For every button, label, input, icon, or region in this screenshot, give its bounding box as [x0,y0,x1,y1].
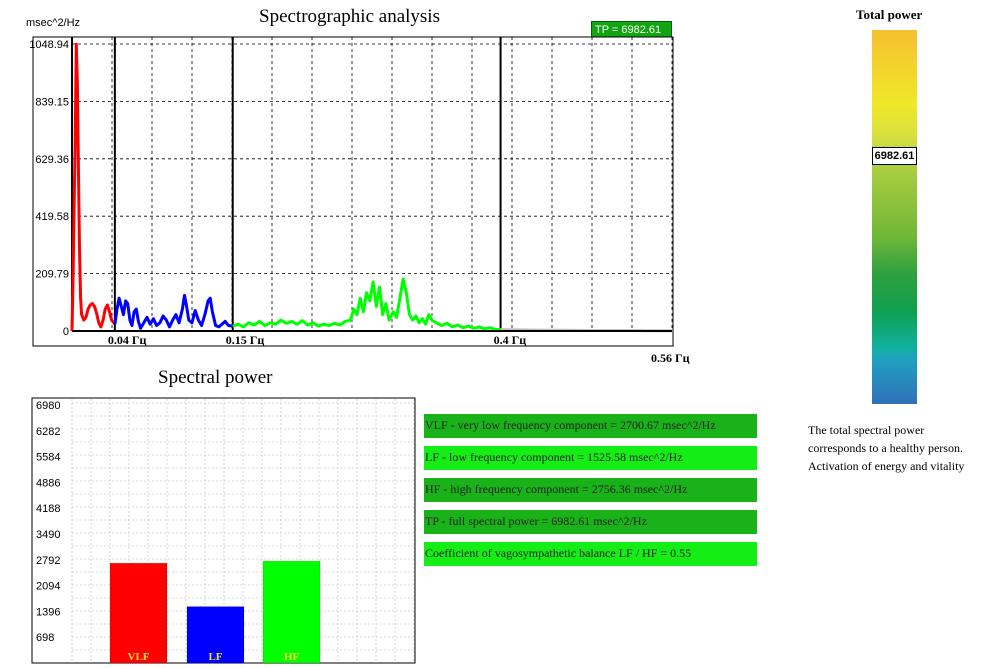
spectral-power-title: Spectral power [158,367,273,388]
tp-badge: TP = 6982.61 [591,21,672,39]
bar-outline [262,560,321,664]
spectrogram-ytick-label: 419.58 [35,211,69,223]
bar-ytick-label: 4188 [36,503,60,515]
spectrogram-ytick-label: 629.36 [35,154,69,166]
bar-ytick-label: 4886 [36,477,60,489]
note-line-2: corresponds to a healthy person. [808,441,963,455]
bar-outline [186,606,245,664]
info-vlf: VLF - very low frequency component = 270… [424,414,757,438]
total-power-value: 6982.61 [872,147,917,165]
spectrogram-frame [32,36,674,347]
spectral-power-chart: 6980 6282 5584 4886 4188 3490 2792 2094 1396 698 V… [31,397,416,664]
band-marker-label: 0.15 Гц [226,333,265,347]
info-lf: LF - low frequency component = 1525.58 m… [424,446,757,470]
info-hf: HF - high frequency component = 2756.36 … [424,478,757,502]
note-line-3: Activation of energy and vitality [808,459,965,473]
spectrogram-ytick-label: 839.15 [35,96,69,108]
bar-ytick-label: 2792 [36,555,60,567]
max-frequency-label: 0.56 Гц [651,351,690,365]
band-marker-label: 0.04 Гц [108,333,147,347]
bar-hf [263,561,320,663]
total-power-gauge [872,30,917,404]
bar-ytick-label: 5584 [36,452,60,464]
bar-ytick-label: 2094 [36,581,60,593]
bar-ytick-label: 698 [36,632,54,644]
bar-vlf [110,563,167,663]
spectrogram-title: Spectrographic analysis [259,6,440,27]
bar-lf [187,606,244,663]
spectrum-series-lf [113,293,233,330]
band-marker-label: 0.4 Гц [494,333,527,347]
bar-ytick-label: 3490 [36,529,60,541]
spectrogram-ytick-label: 1048.94 [29,39,69,51]
info-tp: TP - full spectral power = 6982.61 msec^… [424,510,757,534]
bar-label-hf: HF [284,651,300,663]
total-power-title: Total power [856,7,923,22]
spectrogram-ylabel: msec^2/Hz [26,17,81,29]
bar-ytick-label: 6980 [36,400,60,412]
bar-label-lf: LF [208,651,222,663]
spectrogram-chart: 1048.94 839.15 629.36 419.58 209.79 0 0.04 Гц 0… [29,36,674,347]
info-balance: Coefficient of vagosympathetic balance L… [424,542,757,566]
spectrogram-ytick-label: 0 [63,326,69,338]
spectrum-series-vlf [70,42,117,332]
bar-ytick-label: 6282 [36,426,60,438]
bar-label-vlf: VLF [128,651,150,663]
spectrum-series-hf [232,277,501,332]
spectrogram-ytick-label: 209.79 [35,269,69,281]
bar-ytick-label: 1396 [36,606,60,618]
note-line-1: The total spectral power [808,423,925,437]
bar-outline [109,562,168,664]
